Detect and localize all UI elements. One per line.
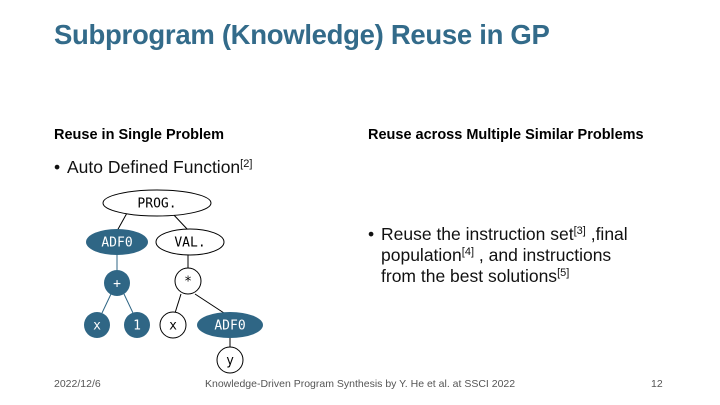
node-x-val: [159, 311, 187, 339]
node-plus: [104, 270, 130, 296]
node-one-label: 1: [133, 319, 141, 334]
footer-citation: Knowledge-Driven Program Synthesis by Y.…: [205, 378, 516, 390]
bullet-dot: •: [54, 157, 61, 177]
edge-star-x: [174, 293, 182, 314]
node-x-adf: [84, 312, 110, 338]
node-x-adf-label: x: [93, 319, 101, 334]
left-bullet-text: Auto Defined Function[2]: [67, 157, 252, 178]
right-bullet-line-1: Reuse the instruction set[3] ,final: [381, 224, 696, 245]
edge-prog-adf0: [116, 212, 128, 232]
line2-a: population: [381, 245, 462, 265]
ref-4: [4]: [461, 246, 475, 258]
left-heading: Reuse in Single Problem: [54, 127, 225, 143]
footer-page-number: 12: [651, 378, 663, 390]
node-x-val-label: x: [169, 319, 177, 334]
slide-title: Subprogram (Knowledge) Reuse in GP: [54, 19, 550, 50]
node-y: [216, 346, 244, 374]
node-val: [155, 228, 225, 256]
node-val-label: VAL.: [174, 236, 205, 251]
node-star-label: *: [184, 275, 192, 290]
ref-2: [2]: [240, 158, 253, 170]
node-adf0: [86, 229, 148, 255]
line3-a: from the best solutions: [381, 266, 558, 286]
node-star: [174, 267, 202, 295]
footer-date: 2022/12/6: [54, 378, 101, 390]
edge-plus-x: [101, 293, 112, 314]
ref-5: [5]: [557, 267, 570, 279]
node-plus-label: +: [113, 277, 121, 292]
node-prog: [102, 189, 212, 217]
ref-3: [3]: [573, 225, 586, 237]
edge-star-adf0: [194, 293, 225, 314]
edge-prog-val: [171, 212, 189, 231]
line2-b: , and instructions: [474, 245, 612, 265]
line1-a: Reuse the instruction set: [381, 224, 574, 244]
line1-b: ,final: [585, 224, 628, 244]
right-bullet-line-2: population[4] , and instructions: [381, 245, 696, 266]
node-y-label: y: [226, 354, 234, 369]
node-adf0-call: [197, 312, 263, 338]
right-bullet-text: Reuse the instruction set[3] ,final popu…: [381, 224, 696, 287]
node-prog-label: PROG.: [137, 197, 176, 212]
adf-label: Auto Defined Function: [67, 157, 241, 177]
edge-plus-1: [123, 293, 134, 314]
node-one: [124, 312, 150, 338]
bullet-dot: •: [368, 224, 375, 244]
node-adf0-call-label: ADF0: [214, 319, 245, 334]
right-heading: Reuse across Multiple Similar Problems: [368, 127, 644, 143]
node-adf0-label: ADF0: [101, 236, 132, 251]
right-bullet-line-3: from the best solutions[5]: [381, 266, 696, 287]
